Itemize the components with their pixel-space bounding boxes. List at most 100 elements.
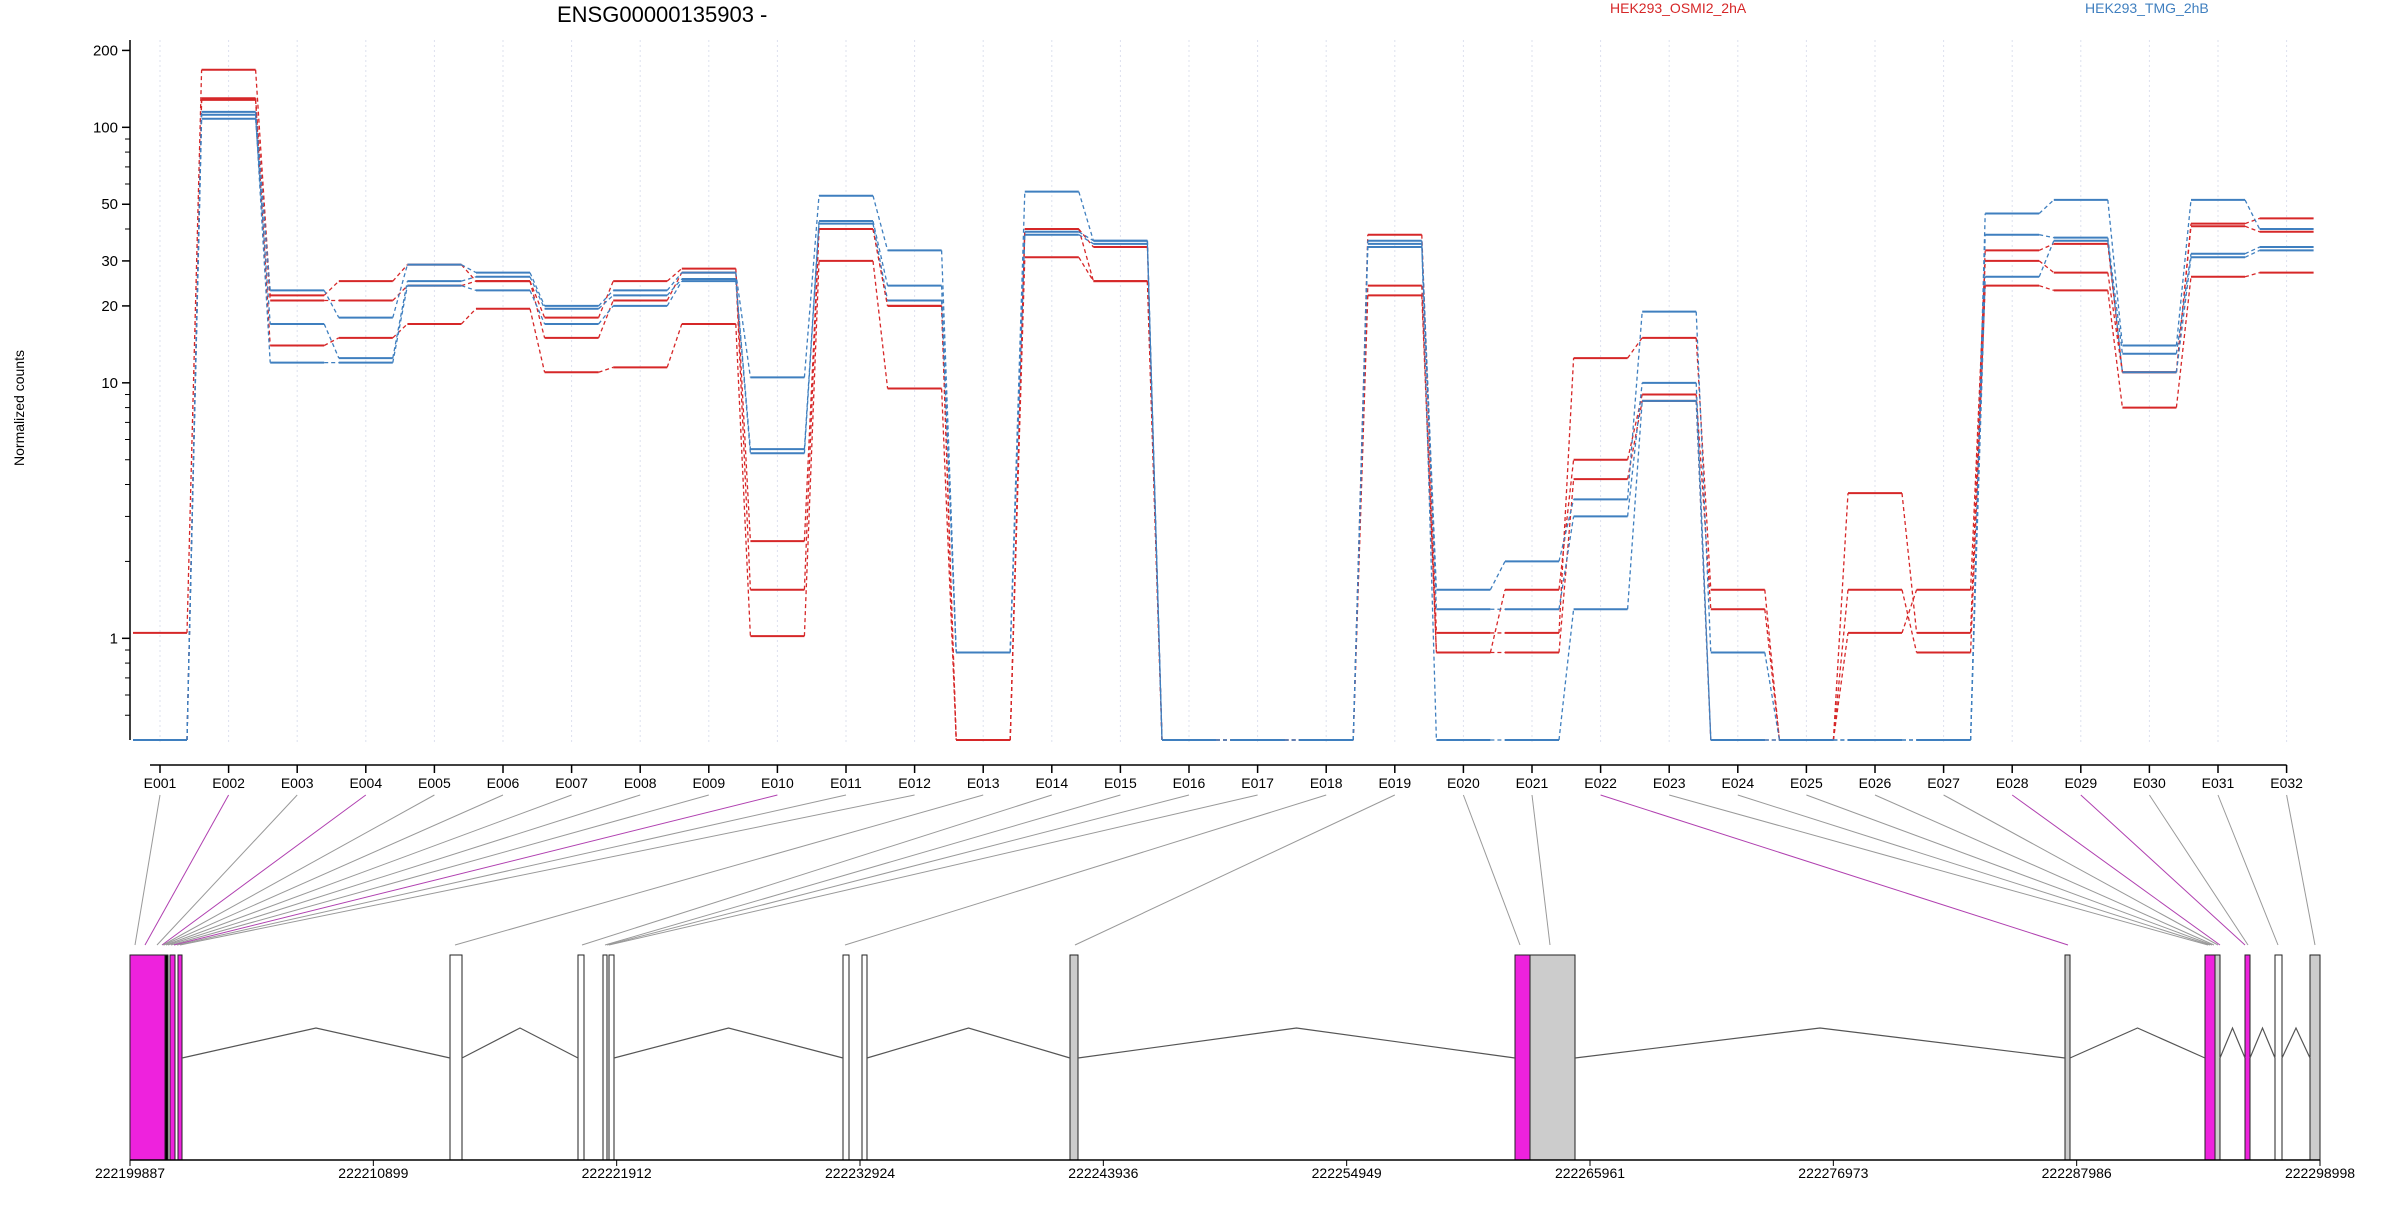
connector-E016 <box>606 794 1190 946</box>
series-1-connector <box>1969 260 1986 590</box>
series-1-connector <box>2107 272 2124 373</box>
connector-E014 <box>581 794 1052 946</box>
x-tick-label-E015: E015 <box>1104 775 1137 791</box>
y-tick-label: 10 <box>101 375 118 392</box>
series-3-connector <box>598 289 614 307</box>
series-5-connector <box>2244 249 2260 258</box>
series-5-connector <box>186 114 203 741</box>
series-2-connector <box>1009 257 1026 741</box>
series-0-connector <box>2244 217 2260 225</box>
series-5-connector <box>598 305 614 325</box>
x-tick-label-E007: E007 <box>555 775 588 791</box>
series-4-connector <box>323 323 340 359</box>
connector-E032 <box>2286 794 2316 946</box>
x-tick-label-E023: E023 <box>1653 775 1686 791</box>
series-4-connector <box>2039 234 2054 239</box>
series-3-connector <box>1352 240 1369 741</box>
connector-E015 <box>604 794 1121 946</box>
series-2-connector <box>872 260 889 389</box>
connector-E024 <box>1737 794 2211 946</box>
x-tick-label-E031: E031 <box>2202 775 2235 791</box>
series-3-connector <box>254 111 271 291</box>
connector-E013 <box>454 794 984 946</box>
series-4-connector <box>666 278 683 296</box>
series-5-connector <box>803 223 820 454</box>
connector-E010 <box>173 794 778 946</box>
series-3-connector <box>1078 191 1095 241</box>
x-tick-label-E024: E024 <box>1721 775 1754 791</box>
exon-block <box>2244 954 2251 1161</box>
series-0-connector <box>392 264 408 282</box>
exon-block <box>164 954 169 1161</box>
series-3-connector <box>461 264 477 274</box>
connector-E005 <box>162 794 435 946</box>
intron-line <box>2219 1026 2246 1059</box>
series-2-connector <box>2107 290 2124 408</box>
series-1-connector <box>1764 609 1781 741</box>
intron-line <box>2069 1027 2206 1059</box>
series-2-connector <box>460 308 477 325</box>
x-tick-label-E010: E010 <box>761 775 794 791</box>
series-5-connector <box>940 300 957 653</box>
series-3-connector <box>1009 191 1026 653</box>
series-5-connector <box>735 281 752 454</box>
x-tick-label-E032: E032 <box>2270 775 2303 791</box>
series-4-connector <box>461 276 477 282</box>
x-tick-label-E026: E026 <box>1859 775 1892 791</box>
y-tick-label: 50 <box>101 196 118 213</box>
series-0-connector <box>1832 493 1849 741</box>
connector-E021 <box>1531 794 1551 946</box>
connector-E023 <box>1669 794 2209 946</box>
series-4-connector <box>392 281 409 359</box>
exon-block <box>861 954 868 1161</box>
series-1-connector <box>2038 260 2055 274</box>
coordinate-label: 222221912 <box>582 1165 652 1181</box>
series-5-connector <box>254 114 271 363</box>
exon-block <box>129 954 166 1161</box>
series-3-connector <box>392 264 409 318</box>
series-1-connector <box>1078 228 1095 282</box>
coordinate-label: 222210899 <box>338 1165 408 1181</box>
exon-block <box>577 954 585 1161</box>
series-0-connector <box>1627 337 1643 359</box>
series-3-connector <box>666 272 683 291</box>
series-3-connector <box>1558 499 1575 562</box>
series-0-connector <box>1078 228 1094 248</box>
coordinate-label: 222265961 <box>1555 1165 1625 1181</box>
series-1-connector <box>666 272 683 301</box>
y-tick-label: 200 <box>93 42 118 59</box>
coordinate-label: 222298998 <box>2285 1165 2355 1181</box>
series-0-connector <box>460 264 477 282</box>
series-1-connector <box>735 272 752 590</box>
x-tick-label-E005: E005 <box>418 775 451 791</box>
coordinate-label: 222287986 <box>2042 1165 2112 1181</box>
x-tick-label-E019: E019 <box>1378 775 1411 791</box>
connector-E002 <box>144 794 230 946</box>
series-5-connector <box>872 223 889 301</box>
series-2-connector <box>1626 400 1643 480</box>
connector-E008 <box>167 794 641 946</box>
intron-line <box>866 1027 1071 1059</box>
connector-E006 <box>163 794 504 946</box>
series-1-connector <box>1489 589 1506 653</box>
x-tick-label-E002: E002 <box>212 775 245 791</box>
series-2-connector <box>323 337 340 347</box>
series-5-connector <box>461 285 477 292</box>
series-3-connector <box>1626 311 1643 500</box>
series-2-connector <box>2038 285 2055 292</box>
series-5-connector <box>1626 400 1643 610</box>
series-5-connector <box>2107 240 2124 373</box>
x-tick-label-E028: E028 <box>1996 775 2029 791</box>
chart-title: ENSG00000135903 - <box>557 2 767 27</box>
connector-E007 <box>165 794 572 946</box>
series-4-connector <box>1078 231 1094 242</box>
series-1-connector <box>1901 589 1918 634</box>
x-tick-label-E016: E016 <box>1173 775 1206 791</box>
series-0-connector <box>1695 337 1712 590</box>
series-3-connector <box>1764 652 1781 741</box>
series-4-connector <box>598 294 614 310</box>
series-1-connector <box>392 285 408 301</box>
series-1-connector <box>1695 394 1712 610</box>
series-2-connector <box>598 366 614 373</box>
